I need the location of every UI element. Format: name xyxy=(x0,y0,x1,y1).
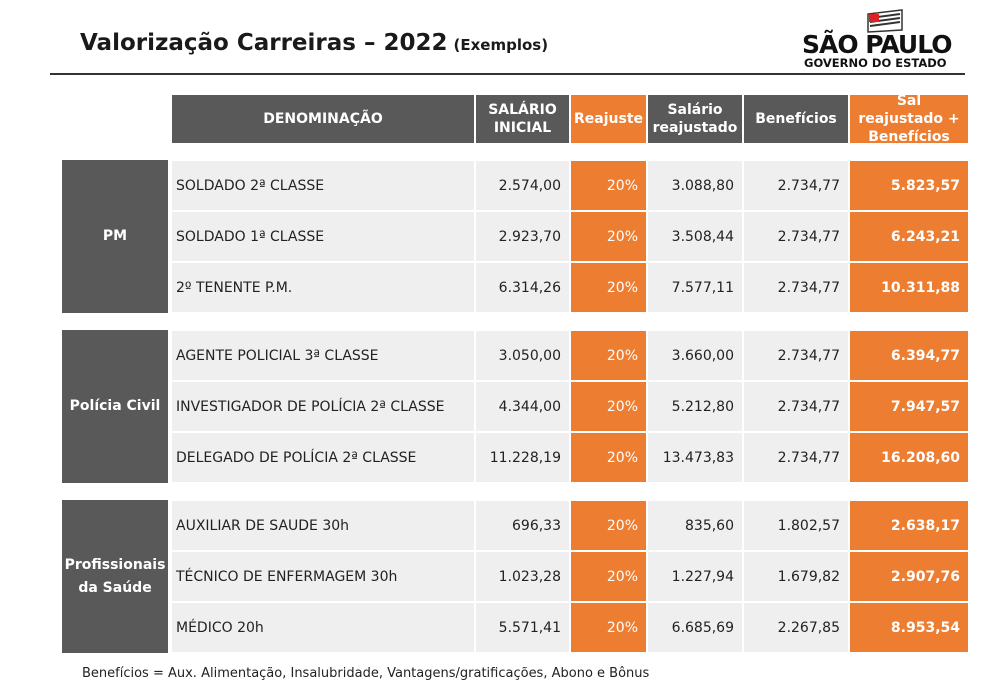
table-cell: 7.577,11 xyxy=(648,263,742,312)
role-name: DELEGADO DE POLÍCIA 2ª CLASSE xyxy=(172,433,474,482)
group-label: Polícia Civil xyxy=(62,330,168,483)
table-cell: 1.227,94 xyxy=(648,552,742,601)
table-cell: 6.243,21 xyxy=(850,212,968,261)
table-cell: 1.679,82 xyxy=(744,552,848,601)
logo-flag xyxy=(867,9,903,33)
table-cell: 20% xyxy=(571,331,646,380)
role-name: SOLDADO 1ª CLASSE xyxy=(172,212,474,261)
table-cell: 2.734,77 xyxy=(744,212,848,261)
role-name: SOLDADO 2ª CLASSE xyxy=(172,161,474,210)
column-header: Sal reajustado + Benefícios xyxy=(850,93,968,145)
column-header: Benefícios xyxy=(744,95,848,143)
table-cell: 3.088,80 xyxy=(648,161,742,210)
role-name: MÉDICO 20h xyxy=(172,603,474,652)
table-cell: 2.267,85 xyxy=(744,603,848,652)
footnote: Benefícios = Aux. Alimentação, Insalubri… xyxy=(82,666,650,681)
table-cell: 13.473,83 xyxy=(648,433,742,482)
table-cell: 2.734,77 xyxy=(744,263,848,312)
table-cell: 20% xyxy=(571,263,646,312)
table-cell: 20% xyxy=(571,501,646,550)
table-cell: 20% xyxy=(571,603,646,652)
table-cell: 20% xyxy=(571,212,646,261)
table-cell: 11.228,19 xyxy=(476,433,569,482)
table-cell: 2.734,77 xyxy=(744,382,848,431)
role-name: AGENTE POLICIAL 3ª CLASSE xyxy=(172,331,474,380)
role-name: INVESTIGADOR DE POLÍCIA 2ª CLASSE xyxy=(172,382,474,431)
table-cell: 1.802,57 xyxy=(744,501,848,550)
table-cell: 2.923,70 xyxy=(476,212,569,261)
table-cell: 2.734,77 xyxy=(744,331,848,380)
table-cell: 20% xyxy=(571,552,646,601)
table-cell: 6.685,69 xyxy=(648,603,742,652)
table-cell: 2.574,00 xyxy=(476,161,569,210)
table-cell: 10.311,88 xyxy=(850,263,968,312)
table-cell: 20% xyxy=(571,161,646,210)
table-cell: 20% xyxy=(571,382,646,431)
table-cell: 3.050,00 xyxy=(476,331,569,380)
table-cell: 2.734,77 xyxy=(744,433,848,482)
subtitle: (Exemplos) xyxy=(453,36,549,54)
group-label: Profissionais da Saúde xyxy=(62,500,168,653)
logo-subtitle: GOVERNO DO ESTADO xyxy=(804,56,947,70)
group-label: PM xyxy=(62,160,168,313)
role-name: AUXILIAR DE SAUDE 30h xyxy=(172,501,474,550)
table-cell: 2.638,17 xyxy=(850,501,968,550)
table-cell: 3.508,44 xyxy=(648,212,742,261)
table-cell: 4.344,00 xyxy=(476,382,569,431)
column-header: SALÁRIO INICIAL xyxy=(476,95,569,143)
role-name: TÉCNICO DE ENFERMAGEM 30h xyxy=(172,552,474,601)
table-cell: 7.947,57 xyxy=(850,382,968,431)
table-cell: 1.023,28 xyxy=(476,552,569,601)
table-cell: 2.734,77 xyxy=(744,161,848,210)
logo-name: SÃO PAULO xyxy=(802,30,953,59)
table-cell: 8.953,54 xyxy=(850,603,968,652)
column-header: DENOMINAÇÃO xyxy=(172,95,474,143)
title-rule xyxy=(50,73,965,75)
table-cell: 835,60 xyxy=(648,501,742,550)
role-name: 2º TENENTE P.M. xyxy=(172,263,474,312)
table-cell: 6.394,77 xyxy=(850,331,968,380)
table-cell: 5.212,80 xyxy=(648,382,742,431)
title: Valorização Carreiras – 2022 (Exemplos) xyxy=(80,30,548,56)
table-cell: 20% xyxy=(571,433,646,482)
column-header: Reajuste xyxy=(571,95,646,143)
title-text: Valorização Carreiras – 2022 xyxy=(80,30,448,56)
table-cell: 2.907,76 xyxy=(850,552,968,601)
column-header: Salário reajustado xyxy=(648,95,742,143)
table-cell: 3.660,00 xyxy=(648,331,742,380)
table-cell: 16.208,60 xyxy=(850,433,968,482)
table-cell: 5.571,41 xyxy=(476,603,569,652)
table-cell: 696,33 xyxy=(476,501,569,550)
table-cell: 5.823,57 xyxy=(850,161,968,210)
table-cell: 6.314,26 xyxy=(476,263,569,312)
